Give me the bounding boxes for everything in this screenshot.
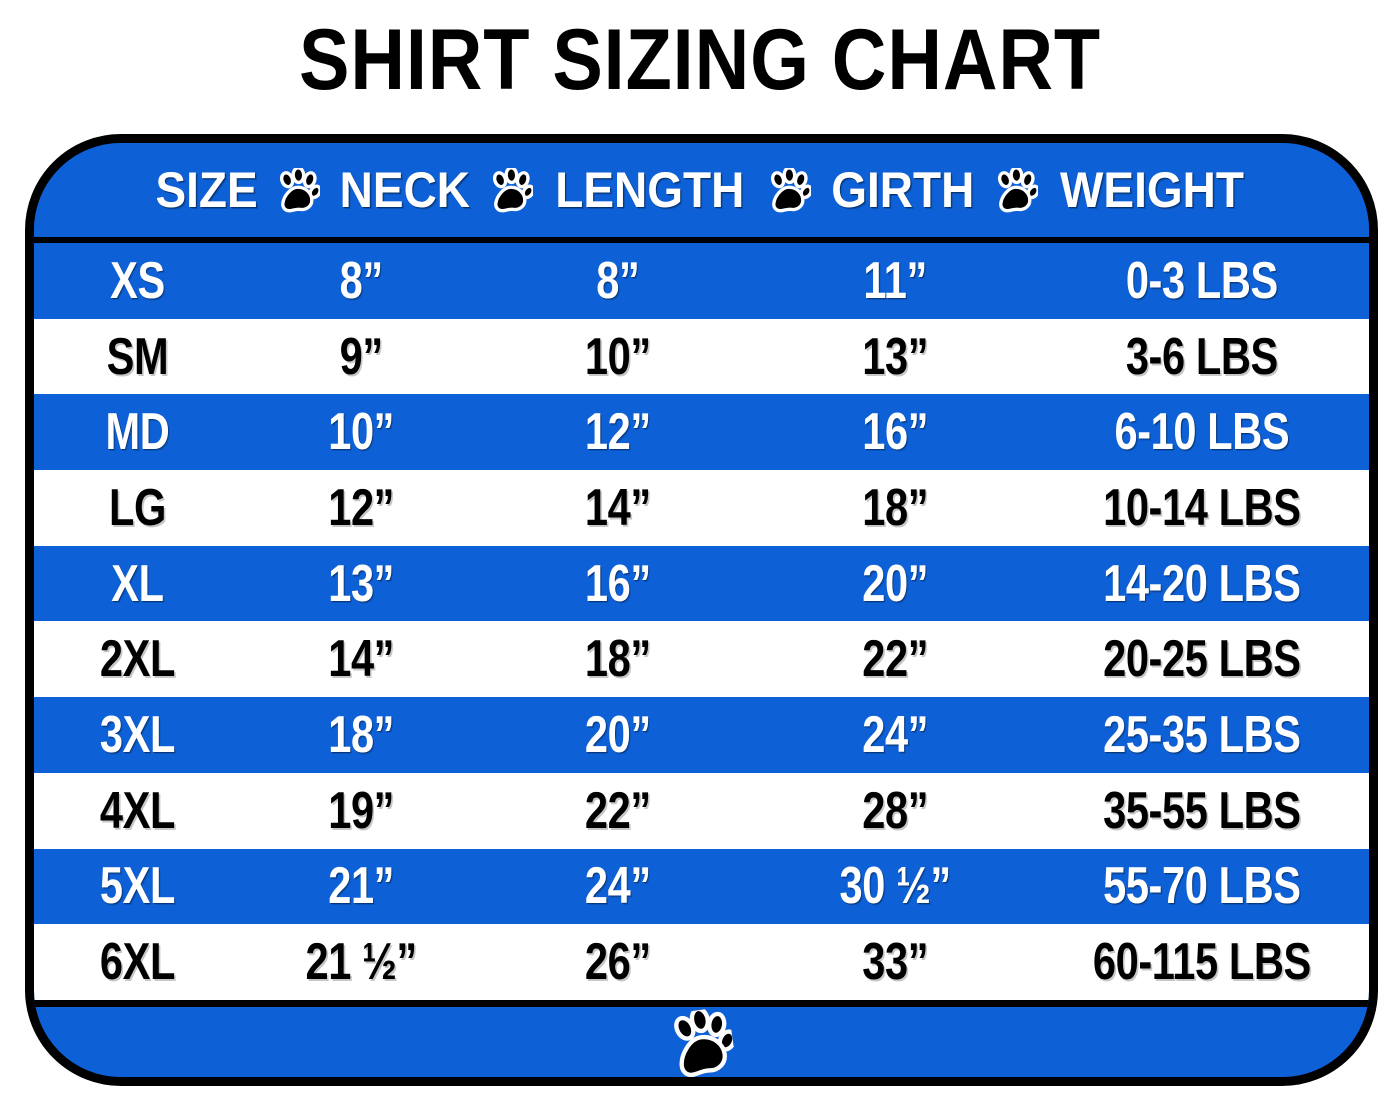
page-title: SHIRT SIZING CHART [298,12,1102,108]
cell-length: 10” [585,327,651,386]
paw-print-icon [276,168,320,214]
table-row: LG 12” 14” 18” 10-14 LBS [34,470,1369,546]
cell-length: 16” [585,554,651,613]
cell-size: MD [105,403,170,462]
cell-weight: 6-10 LBS [1114,403,1290,462]
paw-print-icon [489,168,534,214]
cell-girth: 24” [862,705,928,764]
paw-print-icon [767,168,811,214]
cell-neck: 13” [328,554,395,613]
table-row: 5XL 21” 24” 30 ½” 55-70 LBS [34,848,1369,925]
table-header-row: SIZE NECK LENGTH GIRTH WEIGHT [34,143,1369,243]
cell-size: 3XL [99,705,176,764]
cell-weight: 55-70 LBS [1103,857,1301,916]
cell-size: 2XL [99,630,176,689]
cell-neck: 14” [328,630,395,689]
paw-print-icon [994,168,1039,214]
cell-length: 24” [585,857,651,916]
cell-size: 6XL [99,933,176,992]
column-header-neck: NECK [339,162,470,218]
cell-weight: 10-14 LBS [1103,478,1301,537]
column-header-size: SIZE [154,162,258,218]
table-footer-row [34,1000,1369,1077]
cell-length: 22” [585,781,651,840]
cell-girth: 13” [862,327,928,386]
cell-neck: 18” [328,705,395,764]
cell-length: 12” [585,403,651,462]
table-row: 2XL 14” 18” 22” 20-25 LBS [34,621,1369,698]
cell-neck: 21” [328,857,395,916]
table-row: 6XL 21 ½” 26” 33” 60-115 LBS [34,924,1369,1000]
table-row: XS 8” 8” 11” 0-3 LBS [34,243,1369,319]
table-row: SM 9” 10” 13” 3-6 LBS [34,318,1369,395]
cell-neck: 12” [328,478,395,537]
table-row: 3XL 18” 20” 24” 25-35 LBS [34,697,1369,773]
cell-neck: 19” [328,781,395,840]
cell-neck: 9” [339,327,384,386]
cell-girth: 30 ½” [839,857,951,916]
cell-size: 4XL [99,781,176,840]
cell-length: 26” [585,933,651,992]
column-header-girth: GIRTH [831,162,975,218]
cell-weight: 60-115 LBS [1093,933,1312,992]
paw-print-icon [666,1006,737,1077]
table-row: 4XL 19” 22” 28” 35-55 LBS [34,772,1369,849]
cell-weight: 0-3 LBS [1126,251,1279,310]
table-row: MD 10” 12” 16” 6-10 LBS [34,394,1369,471]
cell-girth: 18” [862,478,928,537]
table-row: XL 13” 16” 20” 14-20 LBS [34,545,1369,622]
cell-weight: 3-6 LBS [1126,327,1279,386]
cell-weight: 25-35 LBS [1103,705,1301,764]
cell-girth: 28” [862,781,928,840]
cell-girth: 22” [862,630,928,689]
sizing-chart-frame: SIZE NECK LENGTH GIRTH WEIGHT XS 8” 8” 11” 0-3 L… [25,134,1378,1086]
cell-length: 20” [585,705,651,764]
cell-neck: 8” [339,251,384,310]
cell-girth: 16” [862,403,928,462]
column-header-weight: WEIGHT [1060,162,1245,218]
cell-girth: 11” [863,251,927,310]
cell-girth: 33” [862,933,928,992]
cell-size: 5XL [99,857,176,916]
cell-size: SM [106,327,169,386]
cell-neck: 21 ½” [305,933,417,992]
cell-length: 18” [585,630,651,689]
cell-weight: 35-55 LBS [1103,781,1301,840]
cell-size: XS [110,251,165,310]
cell-length: 8” [596,251,640,310]
cell-length: 14” [585,478,651,537]
cell-size: LG [108,478,166,537]
cell-neck: 10” [328,403,395,462]
table-body: XS 8” 8” 11” 0-3 LBS SM 9” 10” 13” 3-6 LBS MD 10” 12… [34,243,1369,1000]
cell-weight: 14-20 LBS [1103,554,1301,613]
cell-girth: 20” [862,554,928,613]
cell-size: XL [111,554,164,613]
column-header-length: LENGTH [555,162,745,218]
cell-weight: 20-25 LBS [1103,630,1301,689]
